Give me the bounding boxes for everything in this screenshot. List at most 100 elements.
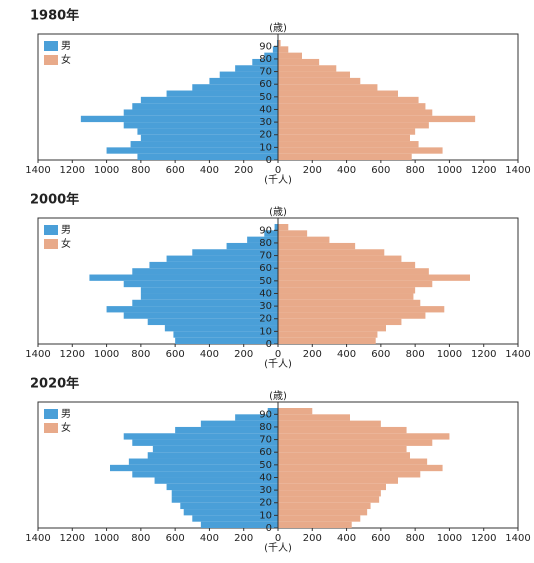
y-tick-label: 90 [259,409,272,420]
bar [278,299,421,307]
bar [132,268,278,275]
bar [140,293,278,300]
bar [278,52,302,59]
bar [278,46,289,53]
bar [278,515,361,522]
y-tick-label: 60 [259,263,272,274]
y-tick-label: 40 [259,472,272,483]
bar [252,58,278,66]
x-tick-label: 200 [234,349,253,360]
bar [278,255,402,262]
y-axis-label: (歳) [269,390,287,402]
y-tick-label: 50 [259,92,272,103]
x-tick-label: 200 [303,165,322,176]
bar [278,325,386,332]
bar [106,306,278,313]
bar [278,414,350,421]
bar [147,452,278,459]
bar [106,147,278,154]
bar [278,242,356,250]
bar [164,325,278,332]
x-tick-label: 1200 [471,349,496,360]
y-tick-label: 30 [259,301,272,312]
x-tick-label: 400 [200,533,219,544]
bar [278,65,337,72]
y-tick-label: 10 [259,326,272,337]
bar [154,477,278,484]
chart-title: 2020年 [30,376,79,392]
bar [278,312,426,319]
legend-swatch [44,55,58,65]
x-tick-label: 400 [200,165,219,176]
bar [278,433,450,440]
bar [192,249,278,256]
bar [110,464,278,472]
bar [209,77,278,85]
bar [278,103,426,110]
bar [235,65,278,72]
y-tick-label: 60 [259,79,272,90]
x-axis-label: (千人) [264,358,292,370]
x-tick-label: 800 [131,533,150,544]
bar [200,521,278,528]
x-tick-label: 600 [371,533,390,544]
x-axis-label: (千人) [264,174,292,186]
bar [171,490,278,497]
bar [278,464,443,472]
x-tick-label: 1400 [25,349,50,360]
x-tick-label: 200 [303,349,322,360]
bar [278,268,429,275]
y-tick-label: 40 [259,288,272,299]
bar [267,408,278,415]
bar [278,458,428,465]
legend-label: 男 [61,224,71,236]
x-tick-label: 1200 [60,349,85,360]
bar [278,40,281,47]
bar [278,109,433,116]
x-axis-label: (千人) [264,542,292,554]
bar [278,306,445,313]
x-tick-label: 1000 [437,533,462,544]
bar [278,224,289,231]
bar [175,426,278,434]
legend-label: 男 [61,408,71,420]
y-tick-label: 60 [259,447,272,458]
x-tick-label: 800 [406,533,425,544]
y-tick-label: 10 [259,510,272,521]
y-tick-label: 40 [259,104,272,115]
bar [173,331,278,338]
bar [264,230,278,237]
bar [278,274,470,281]
bar [219,71,278,78]
bar [278,249,385,256]
bar [137,128,278,135]
bar [278,439,433,446]
x-tick-label: 800 [131,349,150,360]
x-tick-label: 600 [371,349,390,360]
legend-label: 女 [61,53,71,66]
y-tick-label: 20 [259,130,272,141]
y-tick-label: 20 [259,314,272,325]
x-tick-label: 1400 [505,165,530,176]
bar [132,439,278,446]
y-tick-label: 70 [259,435,272,446]
bar [152,445,278,453]
bar [276,40,278,47]
y-tick-label: 90 [259,225,272,236]
x-tick-label: 400 [200,349,219,360]
bar [278,134,410,142]
x-tick-label: 800 [406,165,425,176]
bar [278,287,416,294]
bar [171,496,278,503]
bar [278,236,330,243]
bar [278,483,386,491]
bar [137,153,278,160]
bar [278,408,313,415]
bar [192,515,278,522]
bar [278,90,398,97]
bar [166,483,278,491]
bar [123,312,278,319]
bar [278,331,378,338]
x-tick-label: 1400 [25,533,50,544]
